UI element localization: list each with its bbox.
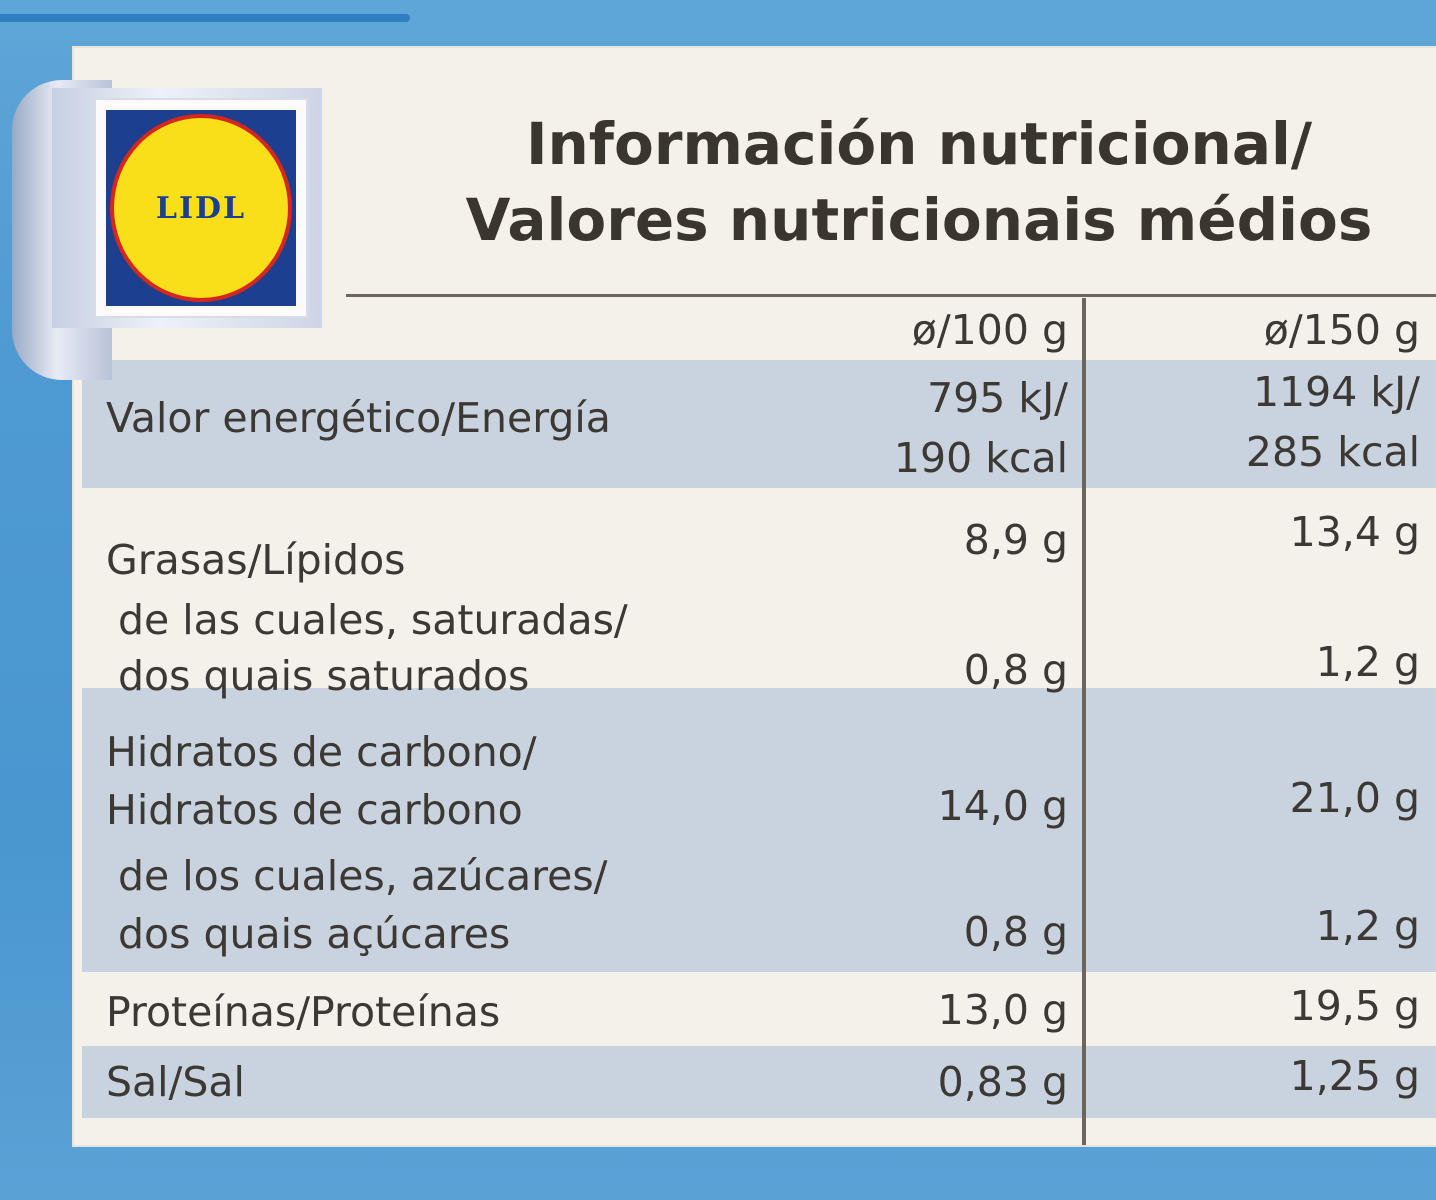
row-label-salt: Sal/Sal: [106, 1058, 245, 1106]
sugars-per100: 0,8 g: [963, 908, 1068, 956]
row-label-sugars-2: dos quais açúcares: [118, 910, 511, 958]
carbs-per150: 21,0 g: [1289, 774, 1420, 822]
carbs-per100: 14,0 g: [937, 782, 1068, 830]
energy-per100-kcal: 190 kcal: [893, 434, 1068, 482]
band-energy: [82, 360, 1436, 488]
lidl-logo: LIDL: [96, 100, 306, 316]
title-line2: Valores nutricionais médios: [465, 186, 1373, 254]
row-label-fats: Grasas/Lípidos: [106, 536, 406, 584]
saturated-per150: 1,2 g: [1315, 638, 1420, 686]
fats-per150: 13,4 g: [1289, 508, 1420, 556]
sugars-per150: 1,2 g: [1315, 902, 1420, 950]
energy-per150-kj: 1194 kJ/: [1252, 368, 1420, 416]
title-rule: [346, 294, 1436, 297]
logo-yellow-circle: LIDL: [114, 118, 288, 298]
energy-per150-kcal: 285 kcal: [1245, 428, 1420, 476]
row-label-saturated-1: de las cuales, saturadas/: [118, 596, 628, 644]
salt-per100: 0,83 g: [937, 1058, 1068, 1106]
proteins-per150: 19,5 g: [1289, 982, 1420, 1030]
proteins-per100: 13,0 g: [937, 986, 1068, 1034]
fats-per100: 8,9 g: [963, 516, 1068, 564]
energy-per100-kj: 795 kJ/: [927, 374, 1068, 422]
nutrition-panel: Información nutricional/ Valores nutrici…: [74, 48, 1436, 1145]
column-divider: [1082, 298, 1086, 1145]
logo-blue-square: LIDL: [106, 110, 296, 306]
column-header-per100: ø/100 g: [911, 306, 1068, 354]
logo-wordmark: LIDL: [155, 190, 247, 226]
row-label-carbs-1: Hidratos de carbono/: [106, 728, 537, 776]
top-stripe: [0, 14, 410, 22]
row-label-energy: Valor energético/Energía: [106, 394, 611, 442]
salt-per150: 1,25 g: [1289, 1052, 1420, 1100]
row-label-carbs-2: Hidratos de carbono: [106, 786, 523, 834]
title-line1: Información nutricional/: [525, 110, 1313, 178]
band-salt: [82, 1046, 1436, 1118]
row-label-proteins: Proteínas/Proteínas: [106, 988, 501, 1036]
column-header-per150: ø/150 g: [1263, 306, 1420, 354]
table-title: Información nutricional/ Valores nutrici…: [404, 106, 1434, 258]
brand-banner: LIDL: [12, 80, 322, 380]
band-carbs: [82, 688, 1436, 972]
row-label-saturated-2: dos quais saturados: [118, 652, 530, 700]
row-label-sugars-1: de los cuales, azúcares/: [118, 852, 608, 900]
saturated-per100: 0,8 g: [963, 646, 1068, 694]
